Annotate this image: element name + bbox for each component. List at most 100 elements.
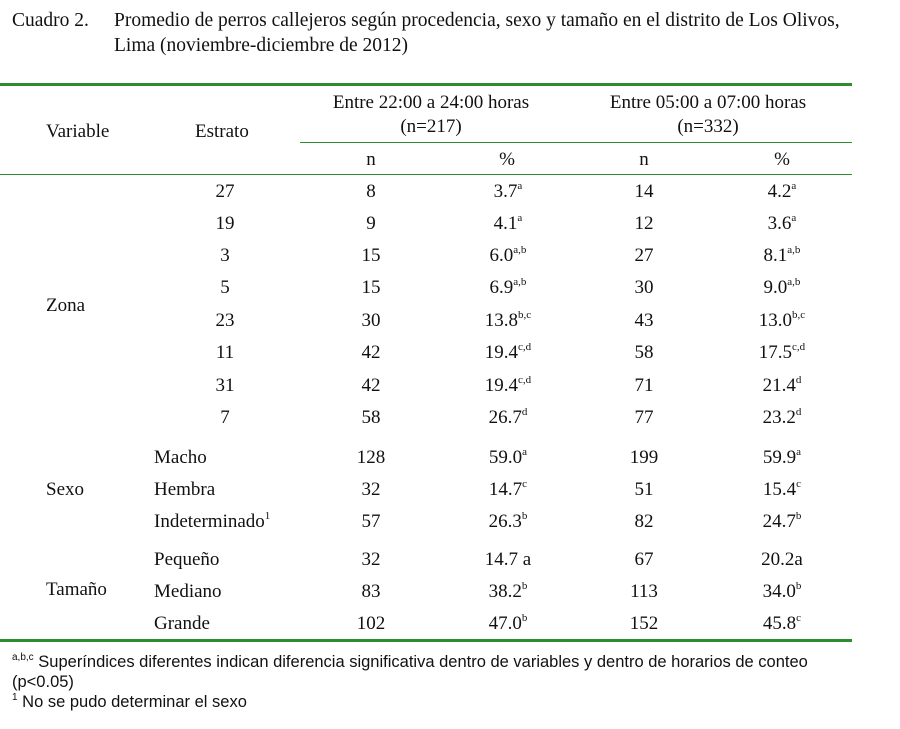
percent-cell-night-value: 47.0 [488,613,522,634]
estrato-text: 3 [220,245,230,266]
table-notes: a,b,c Superíndices diferentes indican di… [12,652,872,712]
percent-cell-morning-superscript: c [796,611,802,624]
count-cell-morning: 82 [634,511,654,532]
header-pct2: % [774,149,790,170]
estrato-text: 23 [215,310,235,331]
percent-cell-morning: 8.1a,b [726,244,838,268]
count-cell-night: 15 [361,245,381,266]
percent-cell-night-superscript: b [521,611,528,624]
estrato-text: Indeterminado [154,511,265,532]
percent-cell-morning-superscript: b [795,509,802,522]
percent-cell-morning: 34.0b [726,580,838,604]
percent-cell-morning-value: 15.4 [762,479,797,500]
percent-cell-night: 19.4c,d [452,341,564,365]
note-sex-text: No se pudo determinar el sexo [22,693,247,711]
header-n1: n [366,149,376,170]
percent-cell-morning-superscript: a [796,445,802,458]
percent-cell-night-value: 13.8 [484,310,519,331]
percent-cell-night: 47.0b [452,612,564,636]
percent-cell-night-value: 6.0 [489,245,514,266]
estrato-cell: Grande [154,612,354,636]
percent-cell-morning-superscript: c [796,477,802,490]
percent-cell-morning: 20.2a [726,548,838,572]
percent-cell-morning-value: 17.5 [758,342,793,363]
count-cell-night: 128 [356,447,386,468]
count-cell-morning: 67 [634,549,654,570]
header-estrato: Estrato [195,121,249,142]
header-group1-title: Entre 22:00 a 24:00 horas [332,92,530,113]
percent-cell-night-superscript: b [521,579,528,592]
percent-cell-night: 4.1a [452,212,564,236]
header-pct1: % [499,149,515,170]
percent-cell-night: 14.7 a [452,548,564,572]
percent-cell-night-superscript: a [522,445,528,458]
percent-cell-night: 26.7d [452,406,564,430]
percent-cell-morning-value: 3.6 [767,213,792,234]
estrato-cell: Indeterminado1 [154,510,354,534]
count-cell-night: 30 [361,310,381,331]
percent-cell-night-superscript: c [522,477,528,490]
percent-cell-morning-value: 45.8 [762,613,797,634]
percent-cell-morning-value: 21.4 [762,375,796,396]
count-cell-morning: 27 [634,245,654,266]
percent-cell-night-value: 26.7 [488,407,522,428]
note-sex: 1 No se pudo determinar el sexo [12,692,872,712]
count-cell-night: 15 [361,277,381,298]
header-n2: n [639,149,649,170]
count-cell-night: 42 [361,342,381,363]
percent-cell-night-superscript: d [521,405,528,418]
estrato-superscript: 1 [264,509,271,522]
count-cell-night: 32 [361,479,381,500]
percent-cell-night: 14.7c [452,478,564,502]
percent-cell-morning: 3.6a [726,212,838,236]
variable-label: Sexo [46,479,84,500]
percent-cell-night-value: 19.4 [484,375,519,396]
estrato-cell: 27 [140,180,310,204]
estrato-text: 7 [220,407,230,428]
note-significance-text: Superíndices diferentes indican diferenc… [12,653,808,691]
percent-cell-night: 6.9a,b [452,276,564,300]
count-cell-night: 58 [361,407,381,428]
count-cell-morning: 14 [634,181,654,202]
percent-cell-night-superscript: c,d [518,373,532,386]
count-cell-morning: 58 [634,342,654,363]
percent-cell-night-superscript: a,b [513,243,527,256]
header-variable: Variable [46,121,110,142]
percent-cell-morning-value: 8.1 [763,245,788,266]
percent-cell-morning: 59.9a [726,446,838,470]
estrato-text: 11 [215,342,235,363]
percent-cell-night-superscript: a [517,211,523,224]
estrato-cell: Pequeño [154,548,354,572]
estrato-text: 5 [220,277,230,298]
estrato-text: Mediano [154,581,222,602]
count-cell-night: 32 [361,549,381,570]
count-cell-morning: 30 [634,277,654,298]
estrato-cell: 3 [140,244,310,268]
estrato-text: Macho [154,447,207,468]
note-sex-superscript: 1 [12,691,18,703]
percent-cell-night: 19.4c,d [452,374,564,398]
estrato-cell: Hembra [154,478,354,502]
estrato-cell: 23 [140,309,310,333]
percent-cell-night-superscript: a [517,179,523,192]
note-significance-superscript: a,b,c [12,651,34,663]
percent-cell-morning: 24.7b [726,510,838,534]
estrato-cell: 7 [140,406,310,430]
percent-cell-night: 3.7a [452,180,564,204]
percent-cell-night-value: 26.3 [488,511,522,532]
percent-cell-morning: 23.2d [726,406,838,430]
header-group2-title: Entre 05:00 a 07:00 horas [609,92,807,113]
estrato-cell: 19 [140,212,310,236]
percent-cell-night-superscript: a,b [513,275,527,288]
percent-cell-night: 38.2b [452,580,564,604]
percent-cell-morning-superscript: a,b [787,243,801,256]
estrato-text: Grande [154,613,210,634]
percent-cell-morning-superscript: c,d [792,340,806,353]
percent-cell-night-superscript: b [521,509,528,522]
percent-cell-morning: 45.8c [726,612,838,636]
percent-cell-night-value: 38.2 [488,581,522,602]
percent-cell-morning-superscript: a,b [787,275,801,288]
estrato-cell: Mediano [154,580,354,604]
percent-cell-morning-superscript: b [795,579,802,592]
percent-cell-night-value: 14.7 [488,479,523,500]
